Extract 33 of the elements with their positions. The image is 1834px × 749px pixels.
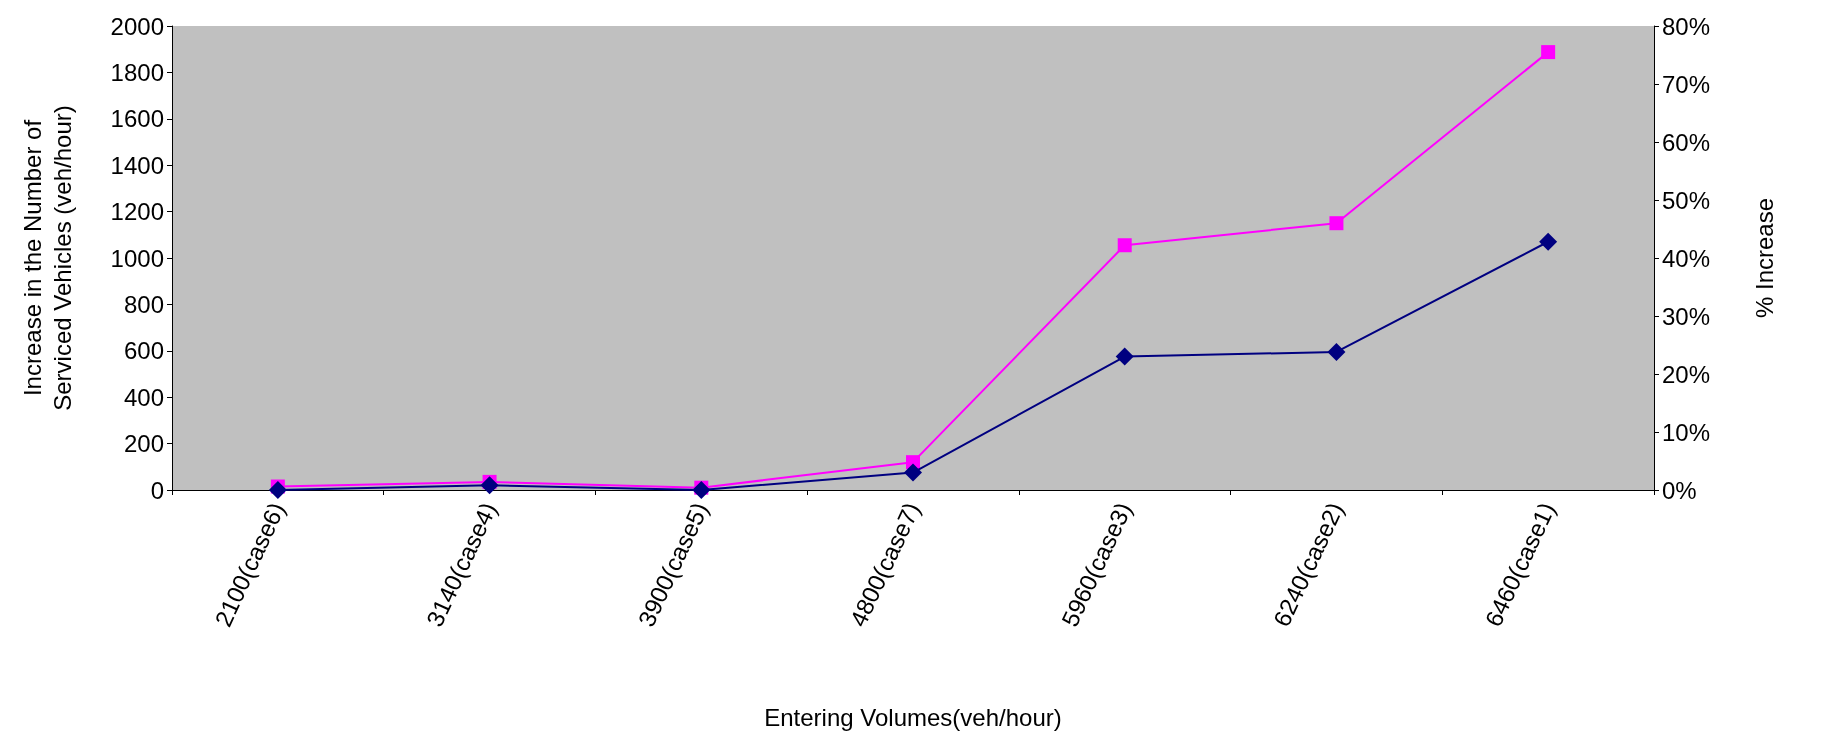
y-tick-label: 1400 (110, 151, 164, 179)
y-tick-label: 600 (123, 337, 164, 365)
point (1115, 347, 1134, 366)
x-axis-title: Entering Volumes(veh/hour) (764, 703, 1062, 731)
y2-tick-label: 60% (1662, 128, 1711, 156)
point (480, 476, 499, 495)
point (268, 481, 287, 499)
y2-tick-label: 0% (1662, 476, 1697, 504)
y-tick-label: 800 (123, 290, 164, 318)
y-tick-label: 1000 (110, 244, 164, 272)
y-tick-label: 1800 (110, 58, 164, 86)
point (692, 481, 711, 499)
y-tick-label: 200 (123, 430, 164, 458)
y2-tick-label: 70% (1662, 70, 1711, 98)
point (1539, 232, 1558, 251)
y2-tick-label: 30% (1662, 302, 1711, 330)
y2-tick-label: 20% (1662, 360, 1711, 388)
y-tick-label: 400 (123, 383, 164, 411)
point (1329, 216, 1344, 231)
y2-tick-label: 50% (1662, 186, 1711, 214)
y-axis-title: Increase in the Number of Serviced Vehicles (veh/hour) (18, 105, 76, 411)
y-tick-label: 2000 (110, 12, 164, 40)
point (1117, 238, 1132, 253)
point (1541, 45, 1556, 60)
y2-tick-label: 40% (1662, 244, 1711, 272)
y-tick-label: 1600 (110, 105, 164, 133)
point (1327, 342, 1346, 361)
y2-axis-title: % Increase (1750, 197, 1778, 319)
y-tick-label: 1200 (110, 198, 164, 226)
y2-tick-label: 80% (1662, 12, 1711, 40)
point (904, 463, 922, 482)
y2-tick-label: 10% (1662, 418, 1711, 446)
y-tick-label: 0 (150, 476, 164, 504)
